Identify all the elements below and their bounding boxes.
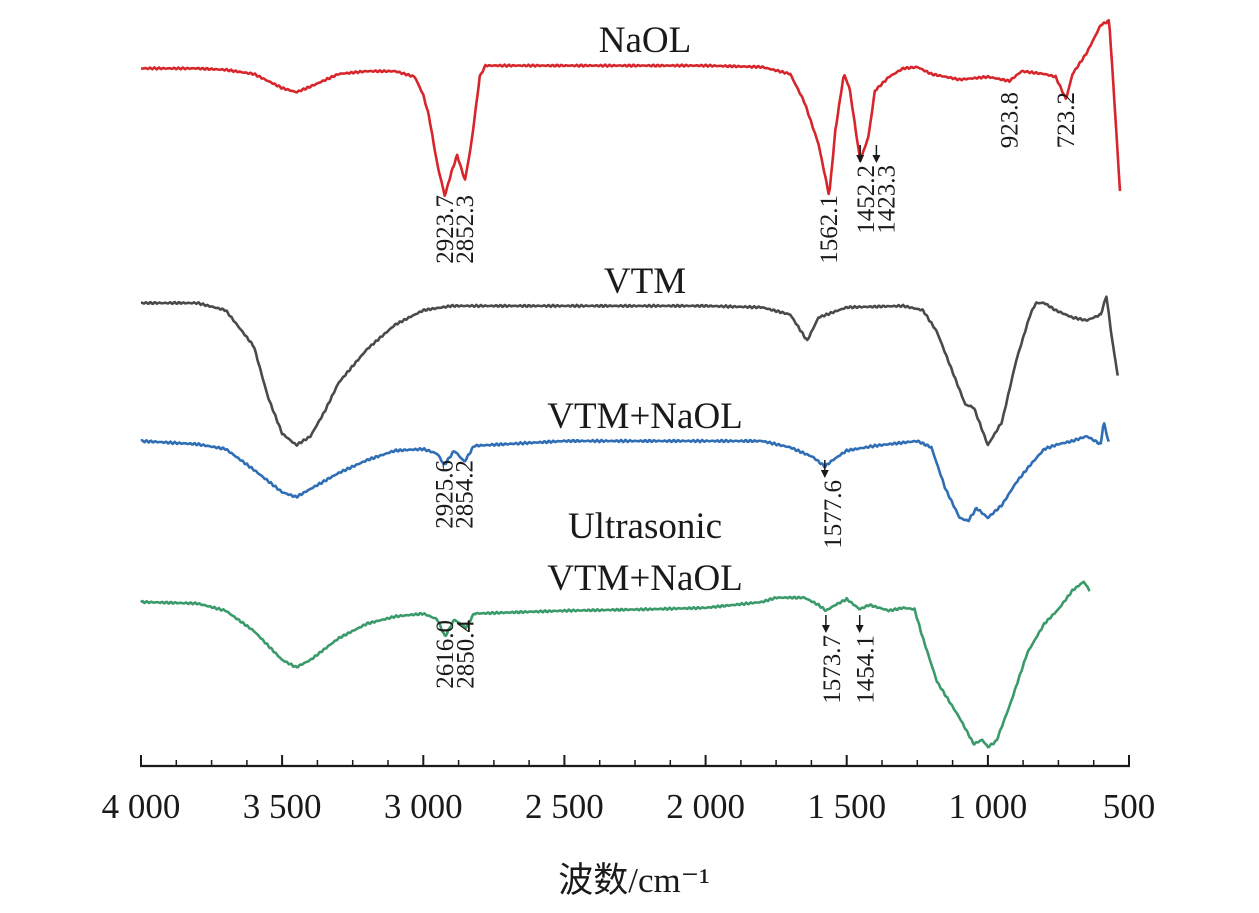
peak-label: 1452.2 (853, 165, 880, 234)
peak-label: 1562.1 (816, 195, 843, 264)
x-tick-label: 2 000 (666, 787, 745, 826)
peak-arrow-head (856, 155, 865, 163)
x-axis: 4 000 3 500 3 000 2 500 2 000 1 500 1 000 500 (102, 755, 1156, 826)
x-tick-label: 1 500 (807, 787, 886, 826)
x-axis-label: 波数/cm⁻¹ (558, 861, 709, 900)
x-tick-label: 2 500 (525, 787, 604, 826)
peak-label: 2852.3 (452, 195, 479, 264)
peak-label: 1577.6 (820, 480, 847, 549)
series-layer (140, 19, 1122, 749)
peak-label: 1454.1 (853, 635, 880, 704)
x-tick-label: 3 000 (384, 787, 463, 826)
series-label-ultrasonic: Ultrasonic (568, 506, 722, 547)
series-label-vtm-naol: VTM+NaOL (547, 396, 743, 437)
peak-label: 1423.3 (873, 165, 900, 234)
x-tick-label: 3 500 (243, 787, 322, 826)
series-label-naol: NaOL (599, 20, 691, 61)
series-line-vtm (140, 295, 1119, 447)
peak-label: 2616.0 (432, 620, 459, 689)
peak-arrow-head (821, 625, 830, 633)
peak-arrow-head (872, 155, 881, 163)
peak-label: 2923.7 (432, 195, 459, 264)
peak-label: 2854.2 (451, 460, 478, 529)
series-label-ultrasonic-line2: VTM+NaOL (547, 558, 743, 599)
series-line-naol (140, 19, 1122, 197)
peak-label: 723.2 (1053, 92, 1080, 148)
series-line-ultrasonic-vtm-naol (140, 580, 1091, 749)
x-tick-label: 500 (1103, 787, 1156, 826)
peak-label: 2850.4 (453, 620, 480, 689)
series-line-vtm-naol (140, 422, 1110, 523)
x-tick-label: 4 000 (102, 787, 181, 826)
peak-arrow-head (855, 625, 864, 633)
series-labels: NaOL VTM VTM+NaOL Ultrasonic VTM+NaOL (547, 20, 743, 599)
peak-label: 2925.6 (431, 460, 458, 529)
peak-label: 923.8 (996, 92, 1023, 148)
peak-label: 1573.7 (819, 635, 846, 704)
series-label-vtm: VTM (604, 261, 686, 302)
peak-arrow-head (820, 470, 829, 478)
x-tick-label: 1 000 (949, 787, 1028, 826)
